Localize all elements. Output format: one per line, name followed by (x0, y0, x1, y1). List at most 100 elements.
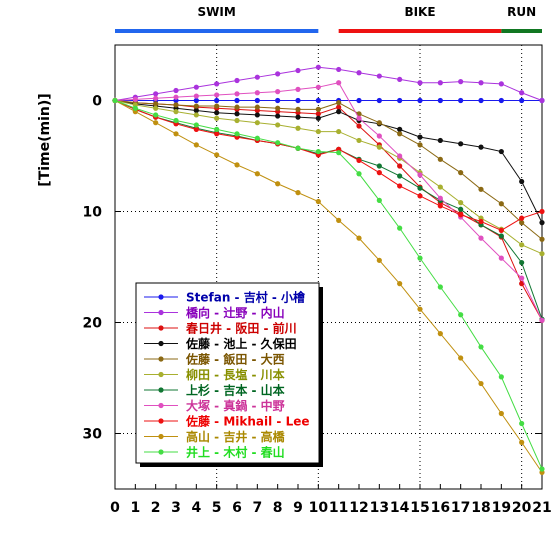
data-point (376, 144, 382, 150)
data-point (132, 96, 138, 102)
data-point (193, 126, 199, 132)
data-point (539, 317, 545, 323)
data-point (275, 89, 281, 95)
data-point (275, 71, 281, 77)
data-point (539, 466, 545, 472)
legend-entry: 柳田 - 長塩 - 川本 (144, 367, 285, 382)
data-point (498, 148, 504, 155)
data-point (234, 91, 240, 97)
data-point (132, 105, 138, 111)
data-point (214, 152, 220, 158)
x-tick-label: 8 (273, 500, 283, 516)
data-point (214, 126, 220, 132)
legend-label: 佐藤 - Mikhail - Lee (185, 414, 310, 429)
data-point (295, 114, 301, 120)
data-point (173, 102, 179, 108)
data-point (417, 97, 423, 104)
data-point (397, 76, 403, 83)
data-point (397, 225, 403, 231)
data-point (498, 81, 504, 87)
data-point (519, 90, 525, 96)
data-point (254, 90, 260, 96)
data-point (478, 235, 484, 241)
data-point (417, 172, 423, 178)
data-point (437, 80, 443, 86)
data-point (458, 355, 464, 361)
series-10 (112, 97, 545, 475)
data-point (539, 208, 545, 215)
data-point (315, 64, 321, 70)
x-tick-label: 6 (232, 500, 242, 516)
data-point (193, 122, 199, 128)
legend-swatch-point (158, 325, 164, 331)
x-tick-label: 9 (293, 500, 303, 516)
x-tick-label: 7 (252, 500, 262, 516)
data-point (356, 171, 362, 177)
data-point (519, 281, 525, 287)
data-point (498, 374, 504, 380)
x-tick-label: 13 (370, 500, 389, 516)
legend-label: 春日井 - 阪田 - 前川 (185, 321, 297, 336)
legend-label: 橋向 - 辻野 - 内山 (186, 305, 285, 320)
x-tick-label: 12 (349, 500, 368, 516)
data-point (519, 215, 525, 221)
data-point (376, 120, 382, 126)
data-point (539, 220, 545, 226)
data-point (417, 185, 423, 191)
data-point (214, 115, 220, 121)
data-point (336, 128, 342, 135)
legend-label: 上杉 - 吉本 - 山本 (186, 383, 285, 398)
data-point (437, 137, 443, 144)
data-point (417, 193, 423, 199)
y-axis-label: [Time(min)] (37, 93, 53, 186)
legend-entry: 大塚 - 真鍋 - 中野 (144, 398, 285, 413)
data-point (417, 134, 423, 140)
data-point (376, 197, 382, 203)
data-point (153, 105, 159, 111)
data-point (234, 131, 240, 137)
data-point (376, 170, 382, 176)
data-point (519, 259, 525, 266)
data-point (193, 93, 199, 99)
data-point (478, 97, 484, 104)
data-point (315, 198, 321, 205)
data-point (458, 312, 464, 318)
legend-entry: Stefan - 吉村 - 小檜 (144, 290, 306, 305)
data-point (336, 80, 342, 86)
data-point (254, 74, 260, 80)
data-point (254, 135, 260, 141)
data-point (397, 173, 403, 179)
x-tick-label: 18 (471, 500, 490, 516)
data-point (336, 100, 342, 106)
data-point (275, 97, 281, 104)
data-point (234, 77, 240, 84)
x-tick-label: 10 (309, 500, 329, 516)
x-tick-label: 2 (151, 500, 161, 516)
x-tick-label: 15 (410, 500, 429, 516)
data-point (193, 107, 199, 114)
data-point (478, 186, 484, 192)
legend-swatch-point (158, 294, 164, 300)
data-point (173, 87, 179, 94)
series-line (114, 82, 543, 321)
data-point (275, 105, 281, 111)
data-point (356, 137, 362, 144)
data-point (173, 94, 179, 100)
segment-bar-run (501, 29, 542, 33)
y-tick-label: 10 (83, 205, 103, 221)
legend-swatch-point (158, 387, 164, 393)
legend-swatch-point (158, 340, 164, 347)
legend-swatch-point (158, 418, 164, 424)
data-point (458, 200, 464, 206)
segment-bars: SWIM BIKE RUN (115, 5, 542, 33)
data-point (539, 236, 545, 242)
x-tick-label: 16 (431, 500, 450, 516)
data-point (356, 157, 362, 164)
data-point (437, 195, 443, 201)
x-tick-label: 1 (130, 500, 140, 516)
x-tick-label: 21 (532, 500, 551, 516)
legend-swatch-point (158, 356, 164, 362)
data-point (498, 410, 504, 417)
data-point (519, 178, 525, 185)
data-point (315, 84, 321, 90)
